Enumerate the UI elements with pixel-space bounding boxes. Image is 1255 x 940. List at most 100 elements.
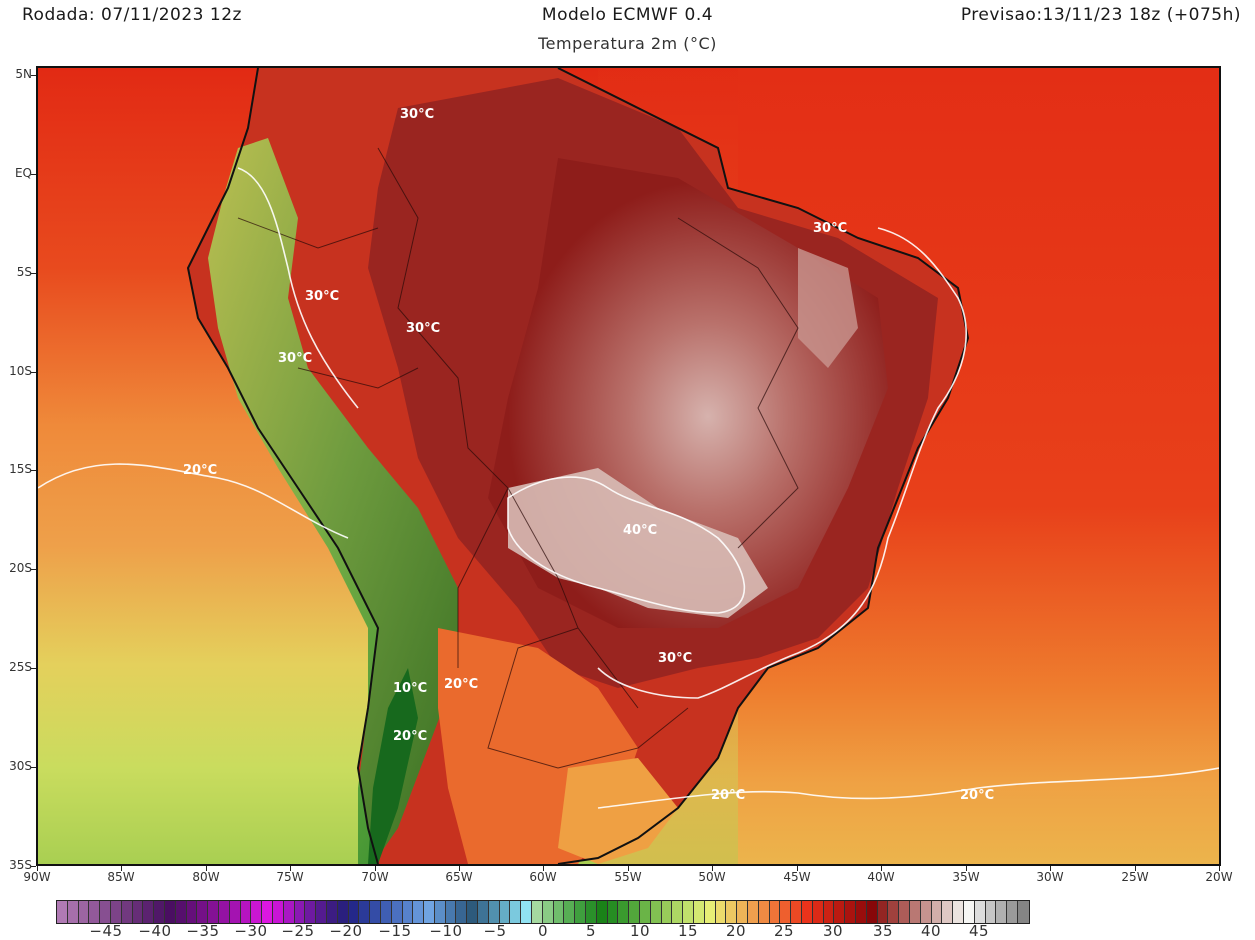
colorbar-swatch [650,901,662,923]
colorbar-swatch [629,901,641,923]
latitude-tick-label: 25S [9,660,32,674]
longitude-tick-label: 50W [698,870,726,884]
colorbar-swatch [456,901,468,923]
latitude-tick [31,569,36,570]
latitude-tick [31,470,36,471]
contour-label: 20°C [711,788,745,803]
colorbar-swatch [467,901,479,923]
colorbar-swatch [791,901,802,923]
colorbar-swatch [1007,901,1018,923]
latitude-tick-label: EQ [14,166,32,180]
forecast-time-label: Previsao:13/11/23 18z (+075h) [960,5,1241,25]
colorbar-swatch [812,901,824,923]
colorbar-tick-label: 25 [773,922,795,940]
longitude-tick [459,866,460,871]
colorbar-swatch [694,901,705,923]
latitude-tick [31,372,36,373]
colorbar-swatch [899,901,910,923]
map-canvas: 30°C 30°C 30°C 30°C 30°C 20°C 40°C 30°C … [38,68,1219,864]
colorbar-swatch [683,901,695,923]
colorbar-tick-label: −30 [234,922,268,940]
colorbar-swatch [596,901,608,923]
contour-label: 30°C [813,221,847,236]
colorbar-swatch [143,901,155,923]
colorbar-swatch [888,901,900,923]
latitude-tick [31,668,36,669]
contour-labels: 30°C 30°C 30°C 30°C 30°C 20°C 40°C 30°C … [183,107,994,803]
longitude-tick-label: 65W [445,870,473,884]
longitude-tick [712,866,713,871]
colorbar-swatch [942,901,954,923]
longitude-tick [1050,866,1051,871]
colorbar-swatch [132,901,144,923]
longitude-tick [206,866,207,871]
colorbar-tick-label: 20 [725,922,747,940]
colorbar-swatch [100,901,111,923]
contour-label: 20°C [183,463,217,478]
andes-region [208,138,458,864]
colorbar-tick-label: −25 [281,922,315,940]
colorbar-swatch [510,901,522,923]
colorbar-tick-label: 30 [822,922,844,940]
colorbar-tick-label: −10 [429,922,463,940]
longitude-tick-label: 55W [614,870,642,884]
colorbar-swatch [953,901,964,923]
colorbar-tick-label: −5 [483,922,507,940]
colorbar-tick-label: −35 [186,922,220,940]
colorbar-swatch [564,901,576,923]
contour-label: 20°C [393,729,427,744]
longitude-tick-label: 35W [952,870,980,884]
variable-subtitle: Temperatura 2m (°C) [538,34,717,53]
colorbar-swatch [359,901,371,923]
colorbar-swatch [186,901,198,923]
longitude-tick [966,866,967,871]
colorbar-swatch [521,901,533,923]
colorbar-swatch [586,901,597,923]
colorbar-swatch [499,901,511,923]
colorbar-swatch [661,901,673,923]
contour-label: 20°C [960,788,994,803]
colorbar-swatch [251,901,263,923]
colorbar-swatch [424,901,435,923]
colorbar-swatch [175,901,187,923]
colorbar-swatch [445,901,457,923]
colorbar-swatch [758,901,770,923]
colorbar-swatch [208,901,219,923]
colorbar-swatch [110,901,122,923]
colorbar-swatch [532,901,543,923]
colorbar-swatch [996,901,1008,923]
model-title: Modelo ECMWF 0.4 [541,5,714,25]
colorbar-swatch [985,901,997,923]
latitude-tick [31,75,36,76]
colorbar-swatch [748,901,759,923]
colorbar-swatch [229,901,241,923]
colorbar-swatch [89,901,101,923]
colorbar-swatch [963,901,975,923]
latitude-tick-label: 30S [9,759,32,773]
latitude-tick-label: 10S [9,364,32,378]
colorbar-swatch [866,901,878,923]
longitude-tick-label: 25W [1121,870,1149,884]
colorbar-tick-label: 5 [585,922,597,940]
contour-label: 40°C [623,523,657,538]
colorbar-swatch [845,901,856,923]
longitude-tick [881,866,882,871]
longitude-tick [121,866,122,871]
colorbar-swatch [618,901,630,923]
latitude-tick [31,767,36,768]
temperature-map[interactable]: 30°C 30°C 30°C 30°C 30°C 20°C 40°C 30°C … [36,66,1221,866]
colorbar-swatch [1017,901,1029,923]
colorbar-swatch [834,901,846,923]
colorbar-swatch [240,901,252,923]
colorbar-swatch [413,901,425,923]
latitude-tick-label: 20S [9,561,32,575]
colorbar-swatch [801,901,813,923]
longitude-tick [37,866,38,871]
colorbar-swatch [575,901,587,923]
colorbar-swatch [370,901,381,923]
longitude-tick [1219,866,1220,871]
colorbar-swatch [78,901,90,923]
temperature-colorbar [56,900,1030,924]
colorbar-swatch [780,901,792,923]
longitude-tick [628,866,629,871]
